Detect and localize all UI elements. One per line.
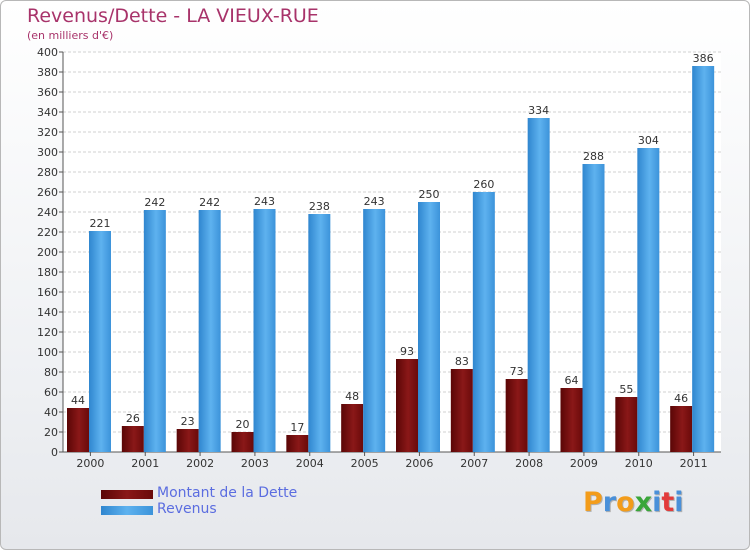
x-tick-label: 2010 [625,457,653,470]
logo-letter: t [661,487,675,518]
y-tick-label: 140 [37,306,58,319]
bar-revenue [143,210,166,452]
logo-letter: r [602,487,617,518]
x-tick-label: 2006 [405,457,433,470]
bar-revenue [308,214,331,452]
data-label-debt: 20 [236,418,250,431]
x-tick-label: 2009 [570,457,598,470]
data-label-revenue: 288 [583,150,604,163]
bar-revenue [527,118,550,452]
x-tick-label: 2003 [241,457,269,470]
x-tick-label: 2001 [131,457,159,470]
bar-debt [615,397,638,452]
bar-debt [505,379,528,452]
y-tick-label: 360 [37,86,58,99]
y-tick-label: 200 [37,246,58,259]
bar-debt [286,435,309,452]
legend-label-debt: Montant de la Dette [157,485,298,501]
y-tick-label: 240 [37,206,58,219]
bar-debt [121,426,144,452]
y-tick-label: 20 [44,426,58,439]
data-label-revenue: 242 [144,196,165,209]
y-tick-label: 260 [37,186,58,199]
y-tick-label: 120 [37,326,58,339]
proxiti-logo: Proxiti [583,487,684,518]
x-tick-label: 2000 [76,457,104,470]
data-label-debt: 73 [510,365,524,378]
data-label-debt: 44 [71,394,85,407]
data-label-revenue: 243 [254,195,275,208]
bar-revenue [363,209,386,452]
y-tick-label: 100 [37,346,58,359]
bar-debt [231,432,254,452]
data-label-debt: 26 [126,412,140,425]
logo-letter: P [583,487,603,518]
bar-revenue [472,192,495,452]
bar-debt [396,359,418,452]
data-label-debt: 17 [290,421,304,434]
data-label-debt: 48 [345,390,359,403]
y-tick-label: 320 [37,126,58,139]
bar-revenue [198,210,221,452]
bar-revenue [692,66,715,452]
legend-swatch-revenue [101,506,153,515]
bar-debt [450,369,473,452]
x-tick-label: 2011 [680,457,708,470]
data-label-revenue: 304 [638,134,659,147]
data-label-revenue: 334 [528,104,549,117]
logo-letter: o [616,487,635,518]
data-label-debt: 55 [619,383,633,396]
data-label-debt: 23 [181,415,195,428]
y-tick-label: 160 [37,286,58,299]
legend-swatch-debt [101,490,153,499]
data-label-revenue: 242 [199,196,220,209]
x-tick-label: 2005 [351,457,379,470]
bar-revenue [253,209,276,452]
legend-label-revenue: Revenus [157,501,217,517]
bar-debt [670,406,693,452]
y-tick-label: 40 [44,406,58,419]
data-label-debt: 83 [455,355,469,368]
data-label-revenue: 243 [364,195,385,208]
data-label-debt: 46 [674,392,688,405]
logo-letter: x [634,487,653,518]
y-tick-label: 280 [37,166,58,179]
bar-debt [560,388,583,452]
x-tick-label: 2008 [515,457,543,470]
bar-revenue [418,202,440,452]
chart-title: Revenus/Dette - LA VIEUX-RUE [27,5,319,27]
y-tick-label: 80 [44,366,58,379]
bar-debt [341,404,364,452]
y-tick-label: 380 [37,66,58,79]
y-tick-label: 340 [37,106,58,119]
x-tick-label: 2007 [460,457,488,470]
data-label-revenue: 386 [693,52,714,65]
data-label-revenue: 221 [90,217,111,230]
data-label-revenue: 260 [473,178,494,191]
bar-revenue [89,231,111,452]
data-label-revenue: 250 [419,188,440,201]
chart-subtitle: (en milliers d'€) [27,29,114,42]
x-tick-label: 2002 [186,457,214,470]
bar-debt [67,408,89,452]
data-label-revenue: 238 [309,200,330,213]
y-tick-label: 400 [37,46,58,59]
logo-letter: i [652,487,662,518]
bar-revenue [637,148,660,452]
bar-debt [176,429,199,452]
y-tick-label: 220 [37,226,58,239]
plot-area [63,52,721,452]
y-tick-label: 60 [44,386,58,399]
data-label-debt: 93 [400,345,414,358]
x-tick-label: 2004 [296,457,324,470]
y-tick-label: 0 [51,446,58,459]
bar-revenue [582,164,605,452]
data-label-debt: 64 [565,374,579,387]
y-tick-label: 180 [37,266,58,279]
logo-letter: i [674,487,684,518]
y-tick-label: 300 [37,146,58,159]
